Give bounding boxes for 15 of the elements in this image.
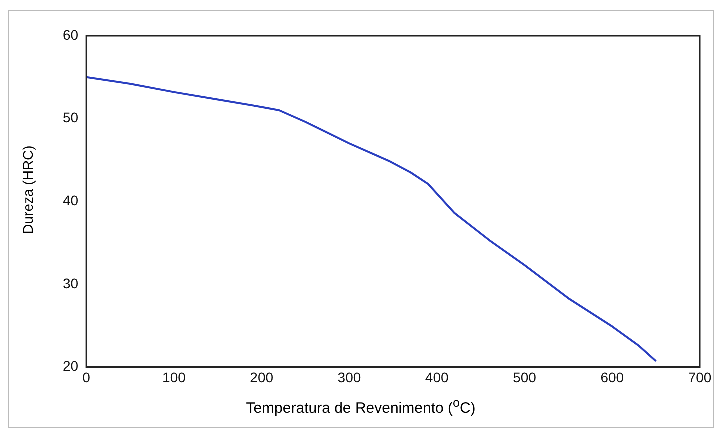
- y-tick-label: 40: [62, 192, 79, 208]
- x-tick-label: 0: [82, 369, 91, 386]
- x-tick-label: 300: [338, 369, 362, 386]
- y-tick-label: 30: [62, 275, 79, 292]
- x-axis-title: Temperatura de Revenimento ($^{o}$C): [245, 396, 477, 417]
- y-tick-label: 20: [62, 358, 79, 374]
- x-tick-label: 600: [600, 369, 624, 386]
- x-tick-label: 200: [250, 369, 274, 386]
- y-axis-title: Dureza (HRC): [20, 146, 36, 234]
- y-tick-label: 50: [62, 110, 79, 126]
- x-tick-label: 400: [425, 369, 449, 386]
- x-tick-label: 500: [513, 369, 537, 386]
- x-tick-label: 100: [162, 369, 186, 386]
- y-tick-label: 60: [62, 26, 79, 43]
- x-tick-label: 700: [688, 369, 712, 386]
